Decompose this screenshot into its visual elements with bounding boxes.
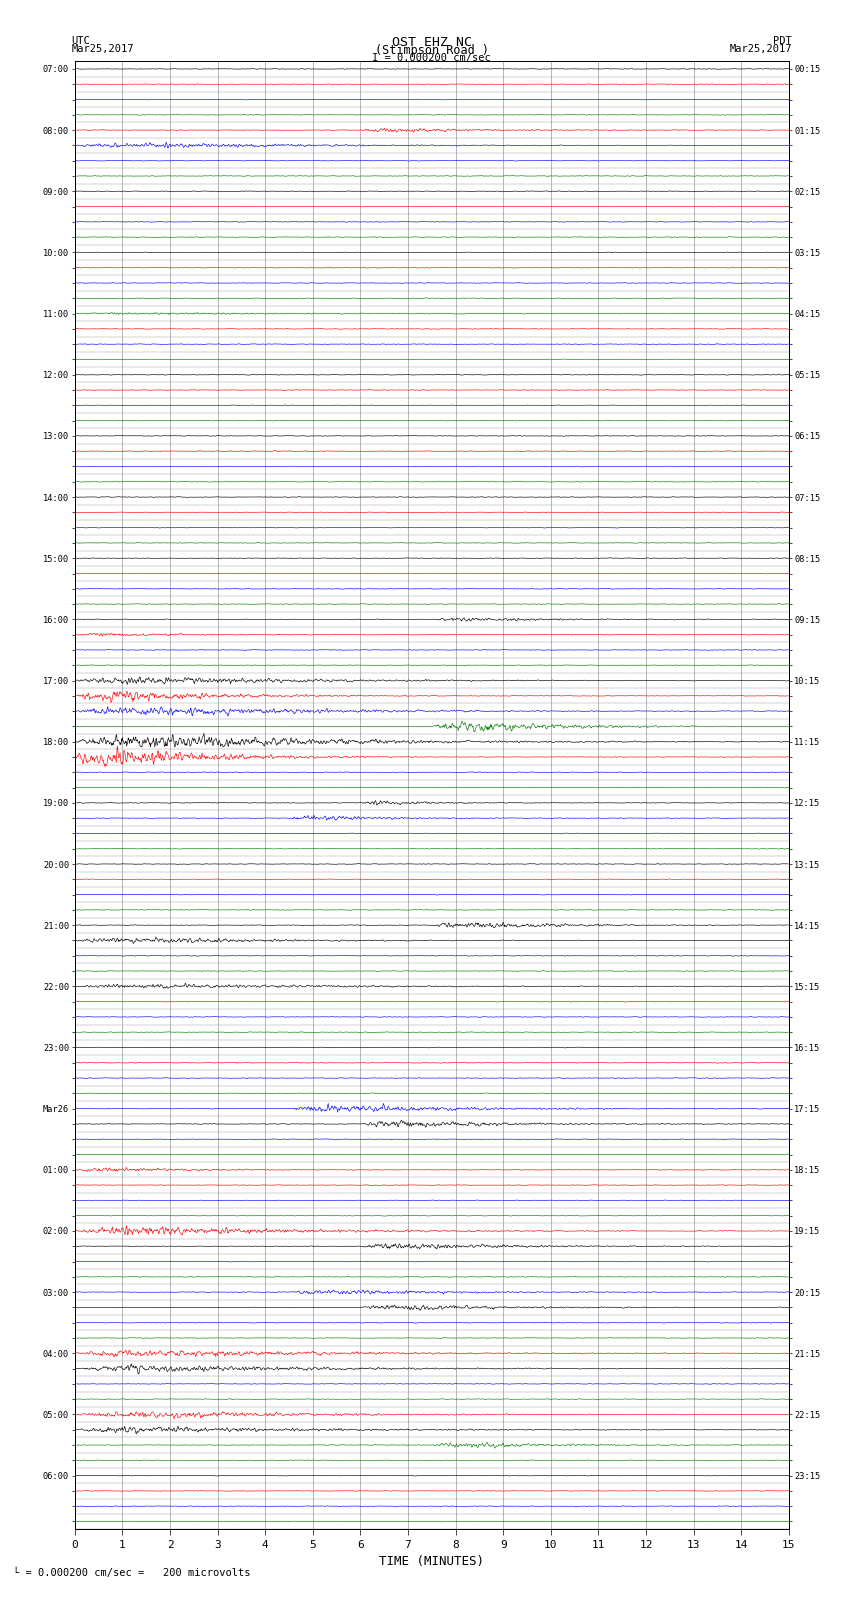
Text: (Stimpson Road ): (Stimpson Road ) [375,44,489,58]
Text: I = 0.000200 cm/sec: I = 0.000200 cm/sec [372,53,491,63]
X-axis label: TIME (MINUTES): TIME (MINUTES) [379,1555,484,1568]
Text: └ = 0.000200 cm/sec =   200 microvolts: └ = 0.000200 cm/sec = 200 microvolts [13,1568,250,1578]
Text: Mar25,2017: Mar25,2017 [729,44,792,55]
Text: OST EHZ NC: OST EHZ NC [392,37,472,50]
Text: PDT: PDT [774,37,792,47]
Text: UTC: UTC [71,37,90,47]
Text: Mar25,2017: Mar25,2017 [71,44,134,55]
